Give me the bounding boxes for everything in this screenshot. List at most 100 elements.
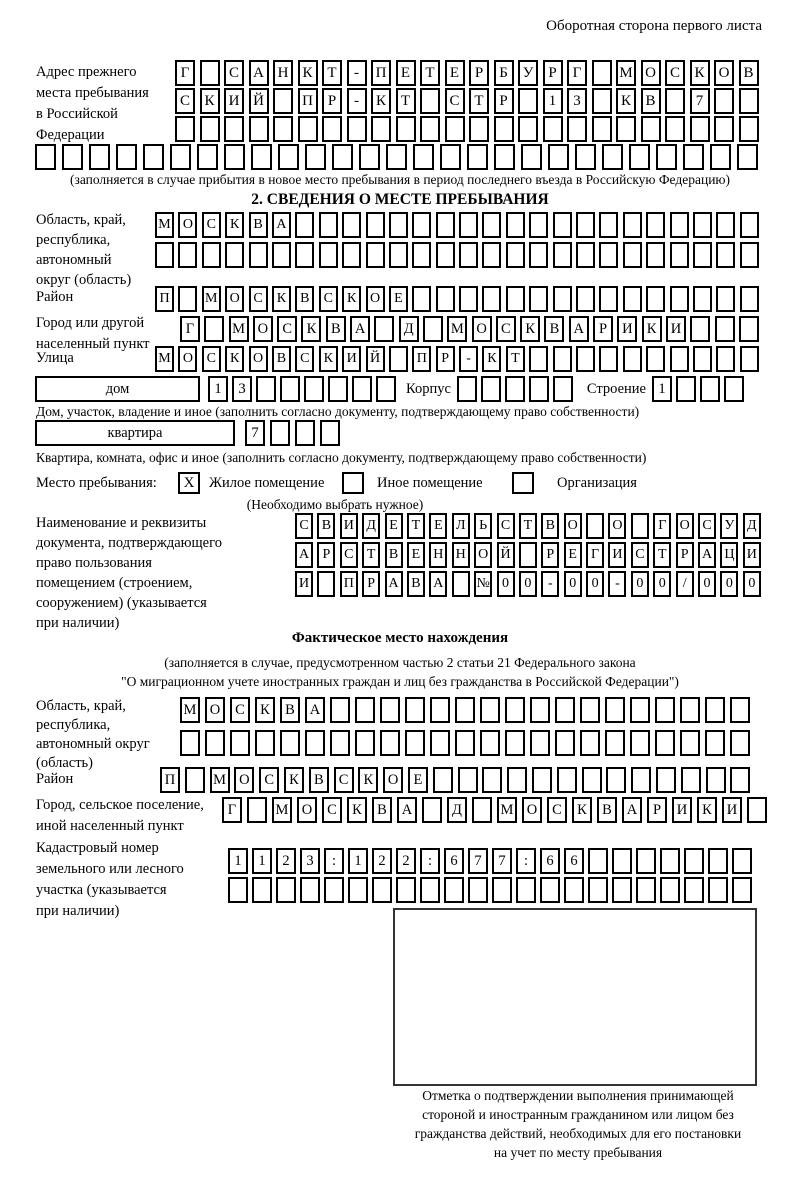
char-cell [530, 697, 550, 723]
char-cell [300, 877, 320, 903]
char-cell: К [318, 346, 338, 372]
char-cell: / [675, 571, 694, 597]
char-cell: О [471, 316, 492, 342]
char-cell [665, 116, 685, 142]
char-cell: Ц [720, 542, 739, 568]
char-cell [230, 730, 250, 756]
char-cell: М [201, 286, 221, 312]
char-cell: П [339, 571, 358, 597]
char-cell [280, 376, 300, 402]
char-cell: - [541, 571, 560, 597]
char-cell: Р [362, 571, 381, 597]
char-cell: Т [653, 542, 672, 568]
char-cell: В [406, 571, 425, 597]
char-cell: П [155, 286, 174, 312]
char-cell: О [205, 697, 225, 723]
char-cell: К [371, 88, 391, 114]
char-cell [622, 242, 642, 268]
char-cell [529, 286, 549, 312]
apartment-cells: 7 [245, 420, 340, 446]
char-cell [435, 242, 455, 268]
char-cell: К [199, 88, 220, 114]
char-cell [714, 116, 734, 142]
char-cell: М [180, 697, 200, 723]
char-cell: 0 [563, 571, 582, 597]
char-cell [732, 848, 752, 874]
document-label: Наименование и реквизиты документа, подтв… [36, 515, 222, 631]
char-cell [528, 376, 549, 402]
char-cell [248, 116, 269, 142]
char-cell: М [272, 797, 292, 823]
char-cell [376, 376, 396, 402]
char-cell: Т [362, 542, 381, 568]
char-cell [708, 877, 728, 903]
char-cell [705, 730, 725, 756]
char-cell [355, 730, 375, 756]
char-cell: О [178, 212, 198, 238]
char-cell [505, 697, 525, 723]
char-cell [405, 697, 425, 723]
char-cell [646, 346, 666, 372]
char-cell [680, 697, 700, 723]
char-cell [348, 877, 368, 903]
char-cell [692, 212, 712, 238]
char-cell: О [474, 542, 493, 568]
char-cell: С [277, 316, 298, 342]
char-cell: 0 [630, 571, 649, 597]
char-cell [116, 144, 137, 170]
char-cell [730, 767, 751, 793]
char-cell [555, 697, 575, 723]
char-cell [252, 877, 272, 903]
char-cell: М [155, 212, 174, 238]
char-cell [599, 212, 619, 238]
char-cell: М [155, 346, 174, 372]
char-cell [178, 242, 198, 268]
char-cell [201, 242, 221, 268]
char-cell [580, 697, 600, 723]
char-cell: Р [469, 60, 489, 86]
char-cell: 1 [252, 848, 272, 874]
char-cell [225, 242, 245, 268]
char-cell [739, 346, 759, 372]
char-cell: Д [362, 513, 381, 539]
char-cell: С [444, 88, 465, 114]
char-cell [304, 376, 324, 402]
char-cell [646, 286, 666, 312]
char-cell [318, 242, 338, 268]
char-cell: В [317, 513, 336, 539]
char-cell: С [175, 88, 195, 114]
char-cell [636, 877, 656, 903]
char-cell: 1 [348, 848, 368, 874]
char-cell: И [339, 513, 358, 539]
char-cell: О [563, 513, 582, 539]
char-cell: С [496, 513, 515, 539]
char-cell: В [308, 767, 329, 793]
char-cell [655, 697, 675, 723]
char-cell [405, 730, 425, 756]
char-cell: Р [317, 542, 336, 568]
char-cell: У [518, 60, 538, 86]
char-cell: П [160, 767, 180, 793]
char-cell [660, 848, 680, 874]
char-cell: Г [222, 797, 242, 823]
char-cell [472, 797, 492, 823]
char-cell [451, 571, 470, 597]
char-cell [365, 212, 385, 238]
char-cell [395, 116, 416, 142]
char-cell [459, 286, 479, 312]
char-cell: А [698, 542, 717, 568]
char-cell [576, 286, 596, 312]
char-cell [388, 212, 408, 238]
char-cell: : [516, 848, 536, 874]
char-cell: Н [451, 542, 470, 568]
char-cell: О [714, 60, 734, 86]
char-cell: Е [429, 513, 448, 539]
char-cell: К [283, 767, 304, 793]
char-cell: № [474, 571, 493, 597]
